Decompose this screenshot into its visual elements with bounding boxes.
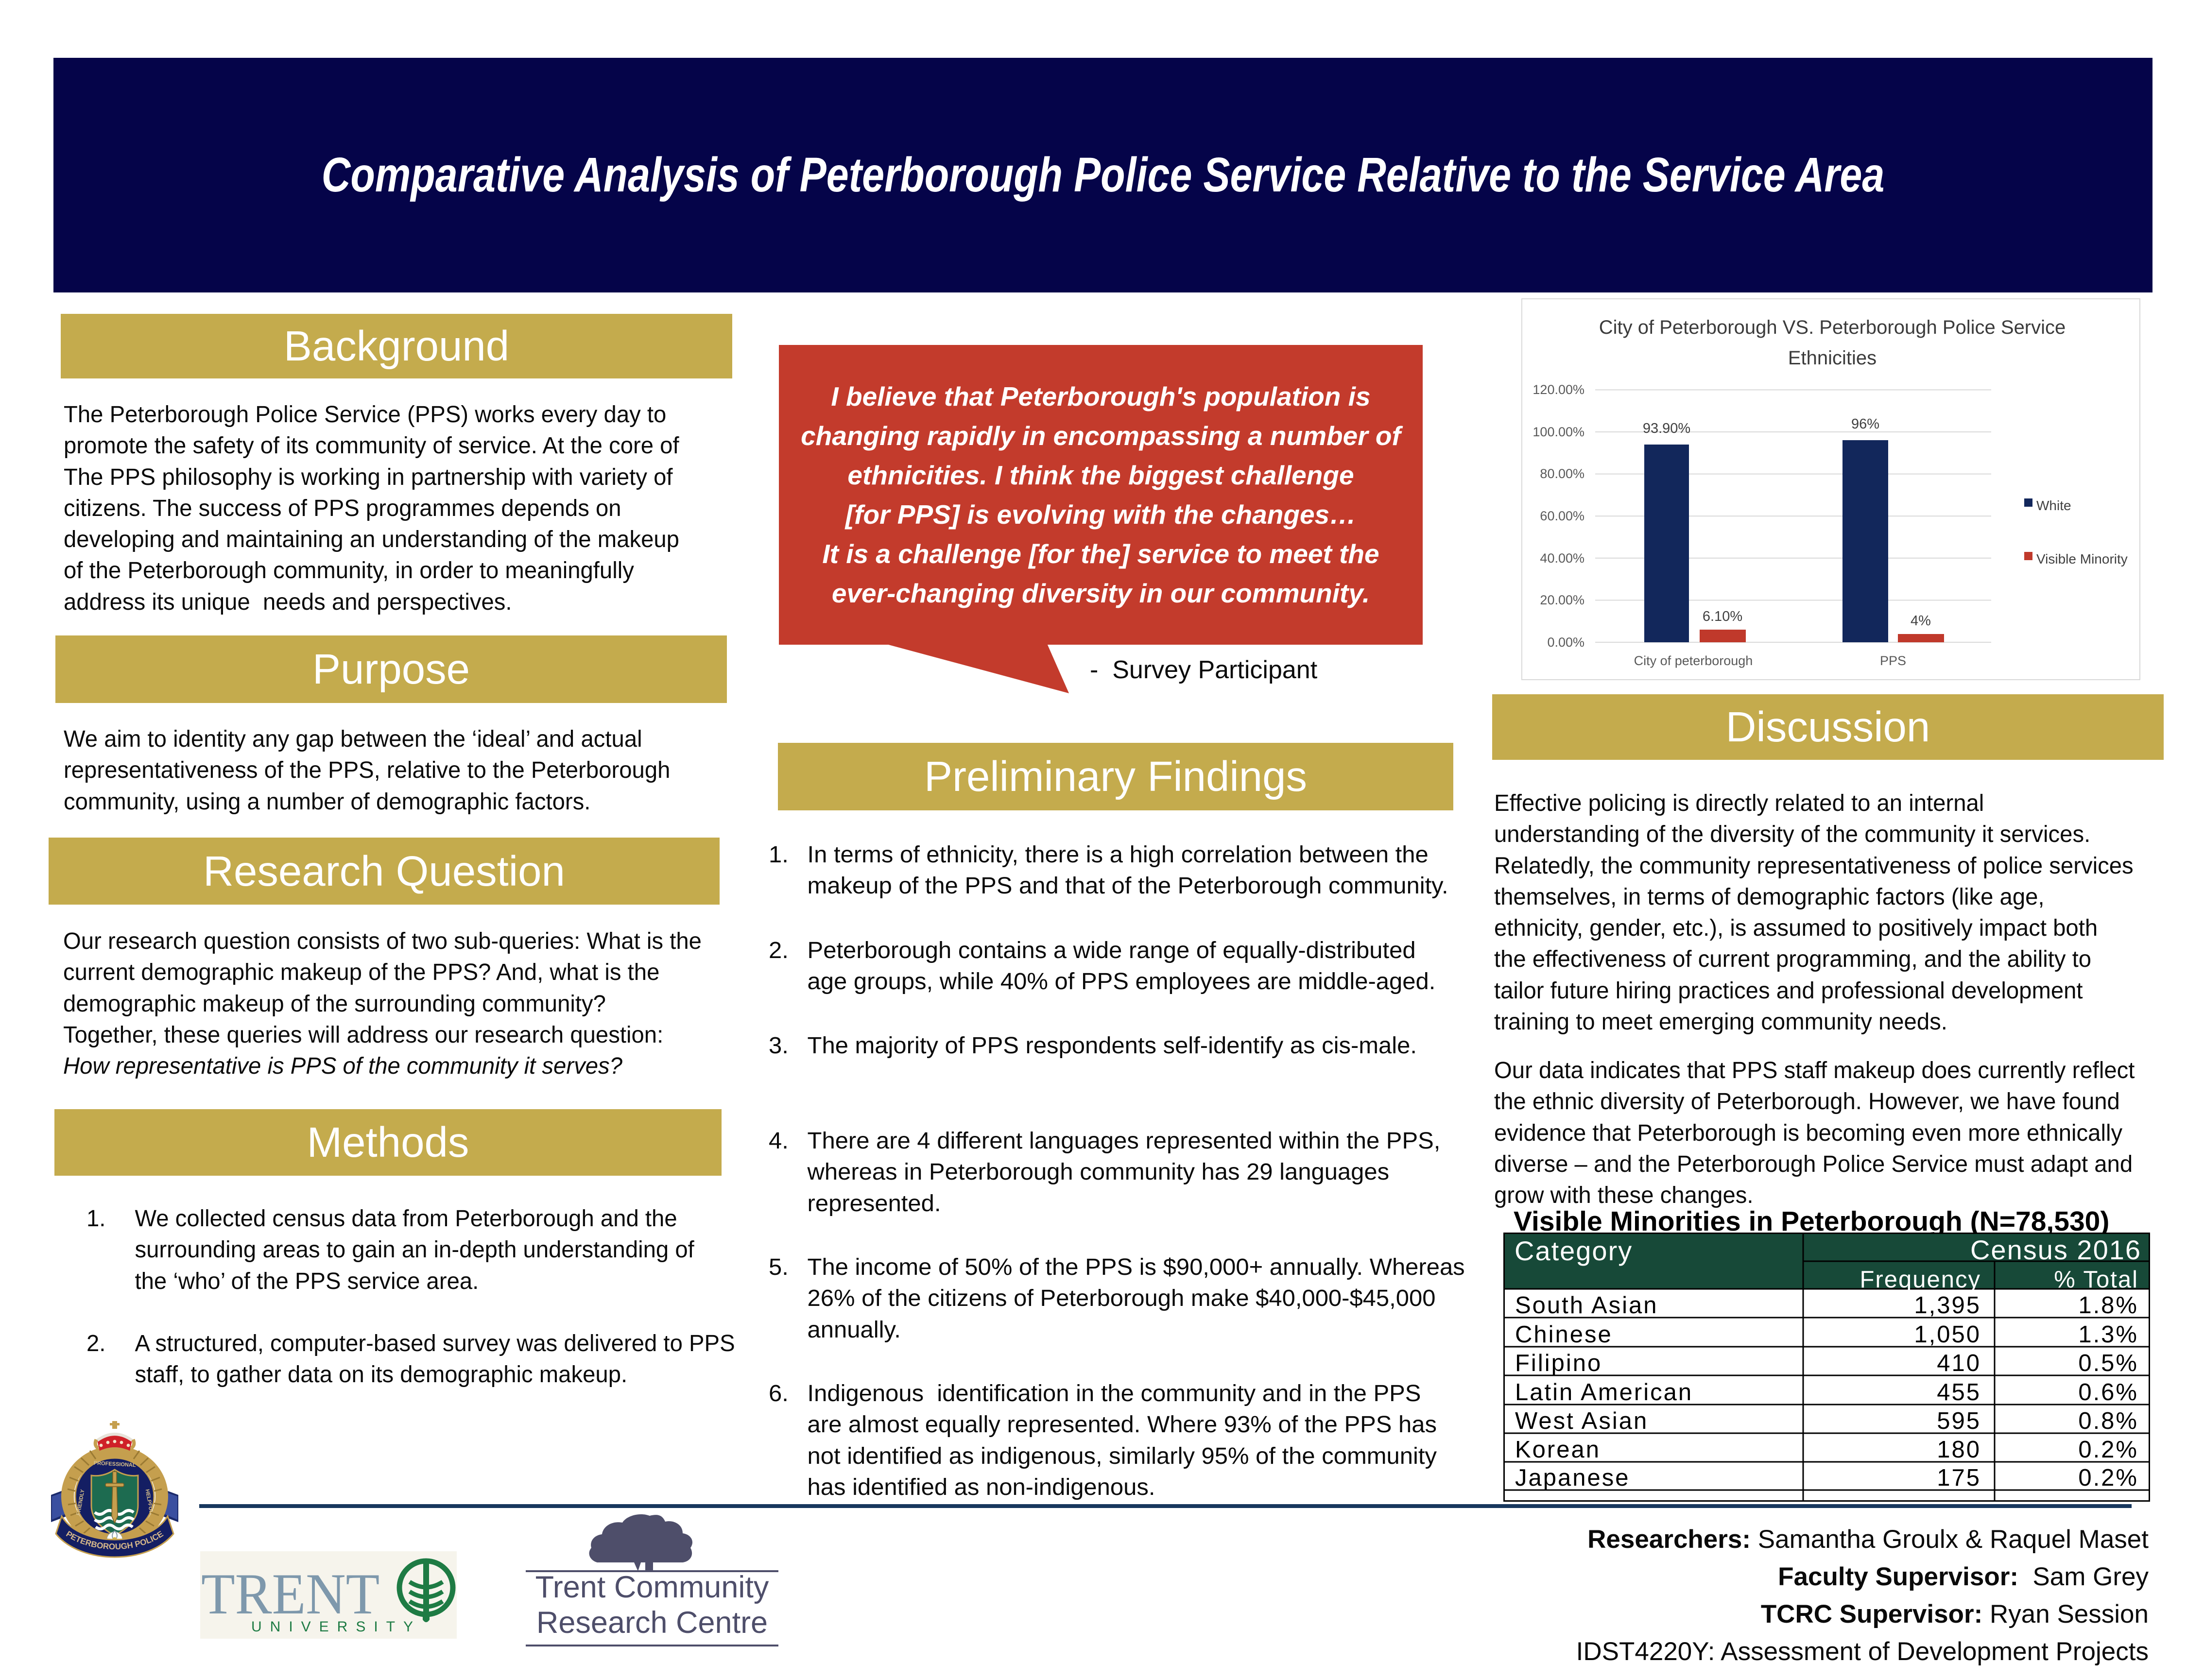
svg-text:120.00%: 120.00%	[1532, 382, 1584, 397]
svg-text:PPS: PPS	[1880, 653, 1906, 668]
svg-text:City of peterborough: City of peterborough	[1634, 653, 1753, 668]
svg-text:180: 180	[1937, 1437, 1981, 1463]
svg-text:6.10%: 6.10%	[1703, 609, 1742, 624]
svg-text:1.3%: 1.3%	[2078, 1321, 2138, 1348]
svg-text:1,395: 1,395	[1914, 1292, 1981, 1319]
svg-text:0.2%: 0.2%	[2078, 1465, 2138, 1491]
svg-text:South Asian: South Asian	[1515, 1292, 1658, 1319]
svg-text:175: 175	[1937, 1465, 1981, 1491]
svg-text:Frequency: Frequency	[1860, 1267, 1981, 1293]
svg-text:Japanese: Japanese	[1515, 1465, 1630, 1491]
svg-text:20.00%: 20.00%	[1540, 593, 1584, 607]
svg-text:Filipino: Filipino	[1515, 1350, 1602, 1376]
svg-text:PROFESSIONAL: PROFESSIONAL	[94, 1460, 137, 1469]
svg-text:410: 410	[1937, 1350, 1981, 1376]
svg-text:0.8%: 0.8%	[2078, 1408, 2138, 1434]
svg-text:City of Peterborough VS. Peter: City of Peterborough VS. Peterborough Po…	[1599, 317, 2066, 338]
svg-text:Research Centre: Research Centre	[536, 1606, 768, 1640]
svg-text:Trent Community: Trent Community	[535, 1570, 769, 1604]
svg-text:0.5%: 0.5%	[2078, 1350, 2138, 1376]
svg-text:1.8%: 1.8%	[2078, 1292, 2138, 1319]
svg-text:93.90%: 93.90%	[1643, 421, 1690, 436]
svg-text:0.2%: 0.2%	[2078, 1437, 2138, 1463]
svg-text:40.00%: 40.00%	[1540, 551, 1584, 566]
svg-text:595: 595	[1937, 1408, 1981, 1434]
svg-text:96%: 96%	[1851, 416, 1879, 432]
svg-text:80.00%: 80.00%	[1540, 466, 1584, 481]
svg-text:0.00%: 0.00%	[1547, 635, 1584, 650]
svg-text:60.00%: 60.00%	[1540, 509, 1584, 523]
svg-text:White: White	[2036, 498, 2071, 513]
svg-text:1,050: 1,050	[1914, 1321, 1981, 1348]
svg-text:0.6%: 0.6%	[2078, 1379, 2138, 1406]
svg-text:Category: Category	[1515, 1235, 1633, 1266]
svg-text:Census 2016: Census 2016	[1970, 1234, 2141, 1265]
svg-text:Ethnicities: Ethnicities	[1788, 347, 1877, 369]
svg-text:4%: 4%	[1911, 613, 1931, 629]
svg-text:455: 455	[1937, 1379, 1981, 1406]
svg-text:% Total: % Total	[2054, 1267, 2138, 1293]
svg-text:West Asian: West Asian	[1515, 1408, 1648, 1434]
svg-text:100.00%: 100.00%	[1532, 425, 1584, 439]
svg-text:Chinese: Chinese	[1515, 1321, 1613, 1348]
svg-text:Korean: Korean	[1515, 1437, 1601, 1463]
svg-text:Latin American: Latin American	[1515, 1379, 1693, 1406]
svg-text:Visible Minority: Visible Minority	[2036, 551, 2128, 566]
